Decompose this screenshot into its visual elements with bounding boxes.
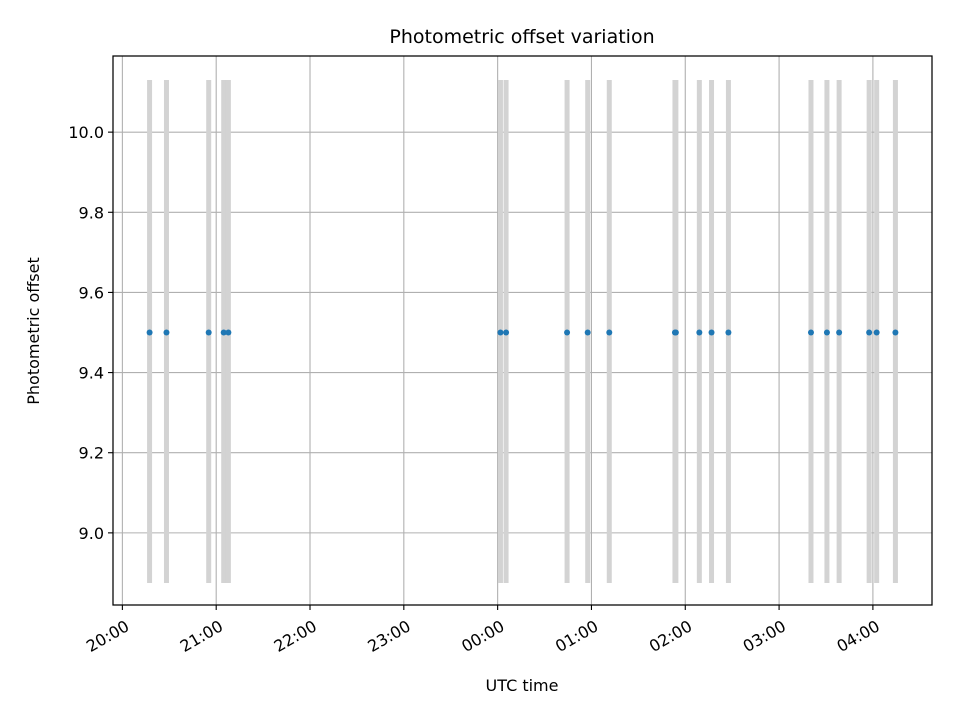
data-point (564, 329, 571, 336)
y-tick-label: 9.2 (79, 444, 104, 463)
data-point (725, 329, 732, 336)
data-point (220, 329, 227, 336)
data-point (696, 329, 703, 336)
plot-frame (112, 55, 933, 606)
data-point (866, 329, 873, 336)
data-point (836, 329, 843, 336)
data-point (892, 329, 899, 336)
y-tick-label: 9.8 (79, 203, 104, 222)
y-axis-label: Photometric offset (24, 257, 43, 405)
y-axis-ticks: 9.0 9.2 9.4 9.6 9.8 10.0 (68, 123, 113, 543)
data-point (606, 329, 613, 336)
data-point (873, 329, 880, 336)
data-point (823, 329, 830, 336)
data-point (503, 329, 510, 336)
data-point (708, 329, 715, 336)
y-tick-label: 9.6 (79, 283, 104, 302)
data-point (163, 329, 170, 336)
data-point (146, 329, 153, 336)
data-point (497, 329, 504, 336)
data-points (146, 329, 899, 336)
y-tick-label: 9.0 (79, 524, 104, 543)
grid (113, 56, 932, 605)
data-point (672, 329, 679, 336)
data-point (225, 329, 232, 336)
y-tick-label: 9.4 (79, 364, 104, 383)
data-point (584, 329, 591, 336)
y-tick-label: 10.0 (68, 123, 104, 142)
x-axis-label: UTC time (486, 676, 559, 695)
data-point (205, 329, 212, 336)
data-point (807, 329, 814, 336)
chart-title: Photometric offset variation (389, 26, 654, 48)
